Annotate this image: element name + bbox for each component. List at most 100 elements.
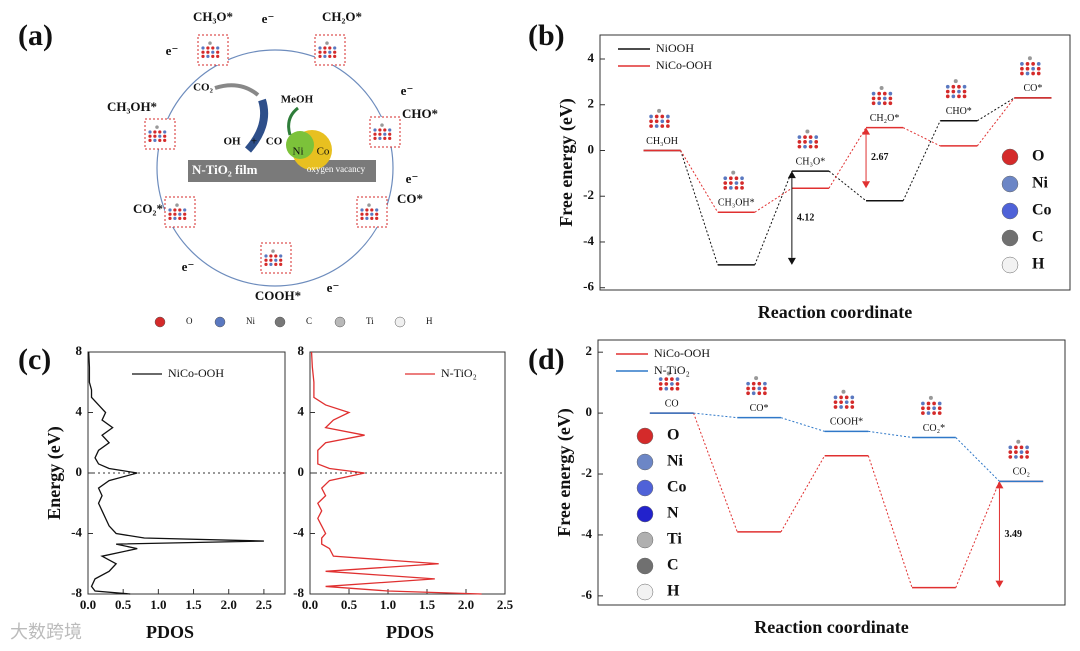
atom-icon	[378, 132, 382, 136]
inset-label: Ni	[293, 146, 304, 158]
atom-icon	[833, 400, 838, 405]
atom-icon	[1020, 71, 1024, 76]
atom-icon	[216, 54, 220, 59]
atom-label: Co	[667, 479, 687, 496]
connector	[680, 150, 719, 213]
legend-label: NiCo-OOH	[654, 346, 710, 360]
atom-icon	[879, 86, 884, 91]
atom-icon	[378, 136, 382, 141]
atom-icon	[1025, 445, 1029, 450]
atom-icon	[664, 377, 669, 381]
x-tick-label: 1.0	[150, 597, 166, 612]
arrow-head	[862, 127, 871, 135]
electron-label: e⁻	[262, 11, 275, 26]
atom-icon	[1014, 445, 1018, 450]
inset-label: Co	[317, 146, 330, 158]
legend-label: NiOOH	[656, 41, 694, 55]
atom-icon	[833, 405, 838, 409]
atom-label: Co	[1032, 202, 1052, 219]
x-tick-label: 0.0	[80, 597, 96, 612]
atom-icon	[882, 91, 887, 96]
atom-icon	[178, 216, 182, 221]
atom-label: C	[1032, 229, 1044, 246]
atom-icon	[206, 50, 210, 54]
atom-icon	[666, 371, 671, 376]
electron-label: e⁻	[406, 171, 419, 186]
y-tick-label: -4	[581, 526, 592, 541]
atom-icon	[153, 138, 157, 143]
atom-icon	[1019, 445, 1024, 450]
atom-icon	[279, 262, 283, 267]
state-label: CO₂*	[923, 423, 945, 434]
state-label: CH₃OH*	[718, 198, 755, 209]
atom-icon	[1016, 439, 1021, 444]
atom-icon	[757, 386, 762, 391]
atom-icon	[729, 186, 733, 190]
legend-atom	[334, 316, 346, 328]
x-axis-label: Reaction coordinate	[758, 302, 912, 322]
connector	[955, 437, 1000, 482]
atom-icon	[937, 411, 942, 415]
connector	[955, 481, 1000, 588]
structure-box	[197, 34, 229, 66]
legend-atom	[1001, 229, 1019, 247]
atom-label: Ni	[1032, 175, 1049, 192]
atom-icon	[723, 186, 728, 190]
atom-icon	[839, 395, 843, 400]
atom-icon	[206, 46, 210, 50]
atom-icon	[803, 144, 807, 149]
atom-icon	[808, 144, 813, 149]
atom-icon	[168, 216, 172, 221]
atom-icon	[158, 130, 162, 134]
connector	[828, 127, 867, 189]
atom-icon	[957, 84, 961, 89]
atom-icon	[757, 381, 762, 386]
atom-icon	[888, 96, 893, 101]
panel-label: (d)	[528, 343, 565, 376]
x-tick-label: 1.5	[419, 597, 436, 612]
y-axis-label: Free energy (eV)	[554, 408, 575, 537]
panel-label: (c)	[18, 343, 51, 376]
connector	[868, 430, 913, 438]
x-tick-label: 0.0	[302, 597, 318, 612]
atom-label: H	[1032, 256, 1045, 273]
atom-icon	[670, 386, 674, 391]
atom-icon	[729, 181, 733, 185]
cycle-ring	[156, 49, 394, 287]
atom-icon	[797, 144, 802, 149]
atom-icon	[962, 84, 967, 89]
atom-icon	[833, 395, 838, 400]
atom-icon	[148, 138, 152, 143]
atom-icon	[173, 216, 177, 221]
plot-frame	[87, 351, 286, 595]
atom-icon	[173, 208, 177, 212]
connector	[754, 187, 793, 213]
atom-icon	[211, 54, 215, 59]
atom-icon	[664, 382, 669, 386]
plot-frame	[597, 339, 1066, 606]
atom-icon	[740, 181, 744, 185]
structure-box	[164, 196, 196, 228]
legend-atom	[274, 316, 286, 328]
atom-icon	[1008, 455, 1013, 459]
y-tick-label: 8	[76, 343, 83, 358]
atom-icon	[183, 216, 187, 221]
x-axis-label: PDOS	[146, 622, 194, 642]
atom-icon	[360, 208, 364, 212]
state-label: CO	[665, 398, 679, 409]
atom-icon	[264, 258, 268, 262]
atom-icon	[926, 406, 931, 411]
atom-icon	[175, 203, 179, 207]
atom-icon	[201, 46, 205, 50]
y-tick-label: -4	[293, 524, 304, 539]
legend-label: N-TiO₂	[441, 366, 477, 380]
atom-label: H	[667, 583, 680, 600]
connector	[780, 417, 825, 432]
atom-icon	[957, 94, 961, 99]
state-label: COOH*	[830, 417, 863, 428]
electron-label: e⁻	[166, 43, 179, 58]
atom-icon	[953, 79, 958, 84]
legend-atom	[636, 479, 654, 497]
legend-atom	[214, 316, 226, 328]
atom-icon	[664, 386, 669, 391]
